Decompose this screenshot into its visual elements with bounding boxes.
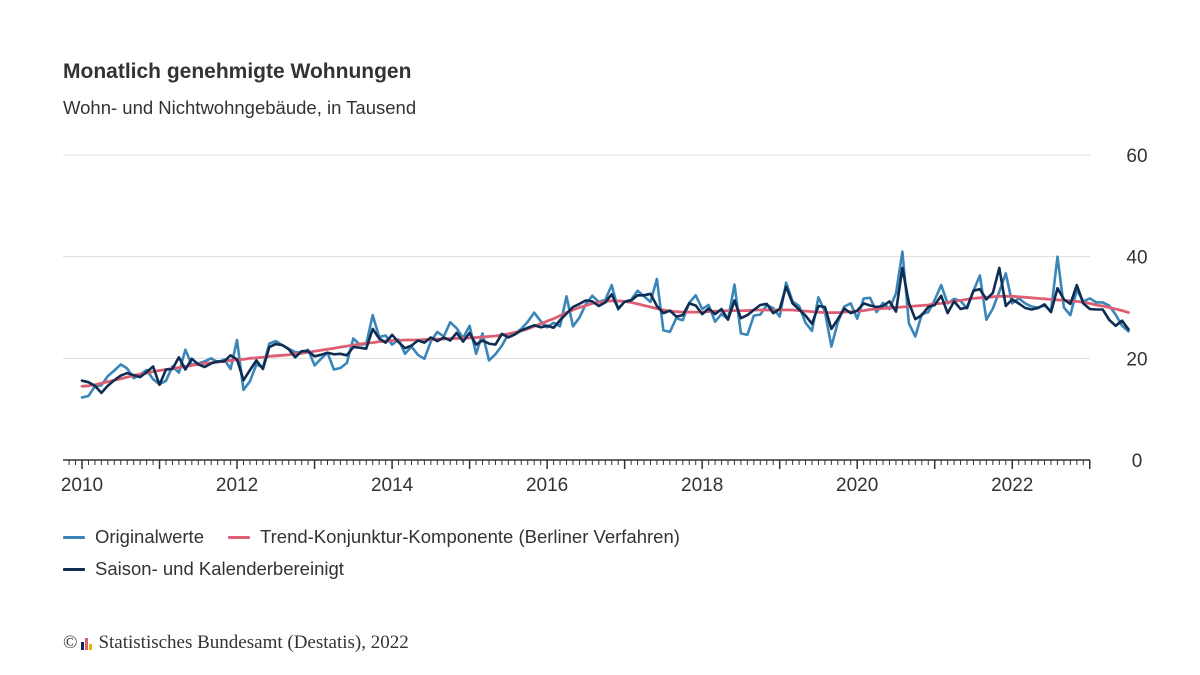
- legend-label-adjusted: Saison- und Kalenderbereinigt: [95, 558, 344, 579]
- x-tick-label-2016: 2016: [526, 475, 568, 496]
- y-axis-labels: 0 20 40 60: [1126, 146, 1147, 472]
- legend-item-trend[interactable]: Trend-Konjunktur-Komponente (Berliner Ve…: [228, 526, 680, 548]
- legend-swatch-trend: [228, 535, 250, 539]
- x-tick-label-2018: 2018: [681, 475, 723, 496]
- y-tick-label-60: 60: [1126, 146, 1147, 167]
- gridlines: [63, 154, 1090, 359]
- legend-item-adjusted[interactable]: Saison- und Kalenderbereinigt: [63, 558, 344, 580]
- legend-label-original: Originalwerte: [95, 526, 204, 547]
- source-footer: © Statistisches Bundesamt (Destatis), 20…: [63, 632, 409, 654]
- series-line-trend: [80, 294, 1130, 388]
- chart-title: Monatlich genehmigte Wohnungen: [63, 60, 412, 83]
- x-axis: 2010 2012 2014 2016 2018 2020 2022: [61, 459, 1091, 496]
- series-line-adjusted: [80, 266, 1130, 395]
- series-line-original: [80, 250, 1130, 399]
- legend-item-original[interactable]: Originalwerte: [63, 526, 204, 548]
- y-tick-label-0: 0: [1132, 451, 1143, 472]
- legend-label-trend: Trend-Konjunktur-Komponente (Berliner Ve…: [260, 526, 680, 547]
- x-tick-label-2012: 2012: [216, 475, 258, 496]
- series-lines: [80, 250, 1130, 399]
- source-text: Statistisches Bundesamt (Destatis), 2022: [98, 632, 409, 653]
- legend-swatch-original: [63, 535, 85, 539]
- y-tick-label-40: 40: [1126, 248, 1147, 269]
- x-tick-label-2014: 2014: [371, 475, 414, 496]
- x-tick-label-2020: 2020: [836, 475, 878, 496]
- chart-subtitle: Wohn- und Nichtwohngebäude, in Tausend: [63, 97, 417, 118]
- legend-swatch-adjusted: [63, 567, 85, 571]
- copyright-symbol: ©: [63, 632, 78, 653]
- line-chart: 2010 2012 2014 2016 2018 2020 2022 0 20 40 60: [61, 146, 1148, 496]
- y-tick-label-20: 20: [1126, 349, 1147, 370]
- x-tick-label-2022: 2022: [991, 475, 1033, 496]
- x-tick-label-2010: 2010: [61, 475, 103, 496]
- legend: Originalwerte Trend-Konjunktur-Komponent…: [63, 521, 704, 585]
- destatis-logo-icon: [81, 636, 93, 650]
